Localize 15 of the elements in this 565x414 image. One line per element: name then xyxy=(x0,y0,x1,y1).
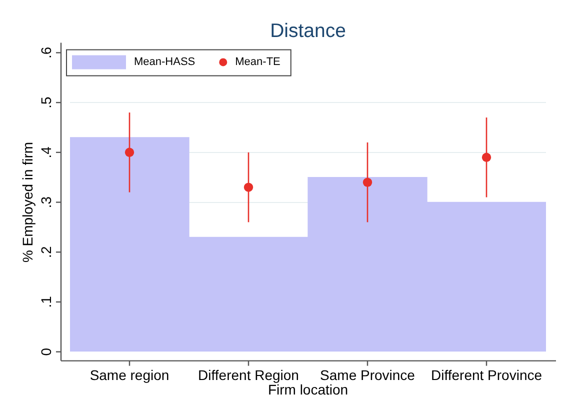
x-tick-label: Same region xyxy=(90,367,170,384)
x-tick-label: Different Province xyxy=(430,367,542,384)
legend-label: Mean-TE xyxy=(235,56,280,68)
legend-label: Mean-HASS xyxy=(134,56,196,68)
y-axis-title: % Employed in firm xyxy=(19,142,36,263)
y-tick-label: .6 xyxy=(38,46,54,59)
y-tick-label: .5 xyxy=(38,96,54,108)
y-tick-label: .4 xyxy=(38,146,54,158)
y-tick-label: 0 xyxy=(38,348,54,356)
y-tick-label: .1 xyxy=(38,296,54,308)
y-tick-label: .2 xyxy=(38,246,54,258)
x-tick-label: Same Province xyxy=(320,367,416,384)
y-tick-label: .3 xyxy=(38,196,54,208)
chart-title: Distance xyxy=(270,20,346,42)
x-tick-label: Different Region xyxy=(198,367,299,384)
